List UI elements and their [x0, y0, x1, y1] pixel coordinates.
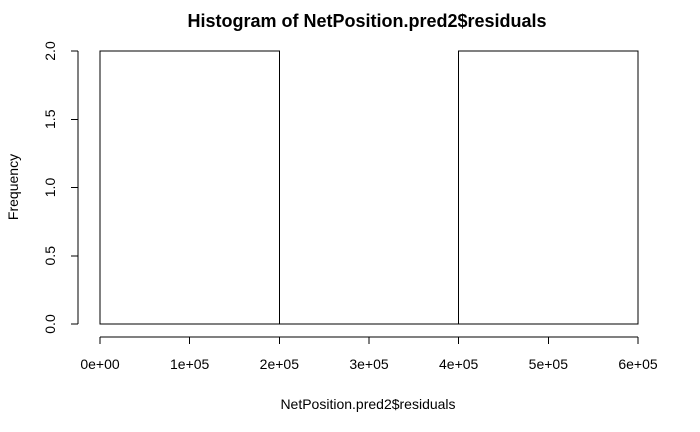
- x-tick-label: 0e+00: [80, 356, 120, 372]
- x-axis-label: NetPosition.pred2$residuals: [280, 396, 455, 412]
- x-axis: 0e+00 1e+05 2e+05 3e+05 4e+05 5e+05 6e+05: [80, 336, 658, 372]
- x-tick-label: 6e+05: [618, 356, 658, 372]
- histogram-bar: [458, 50, 639, 325]
- y-tick-label: 1.0: [42, 178, 58, 198]
- y-tick-label: 1.5: [42, 109, 58, 129]
- y-axis: 0.0 0.5 1.0 1.5 2.0: [42, 41, 79, 334]
- y-axis-label: Frequency: [5, 154, 21, 220]
- bars-group: [99, 50, 639, 325]
- y-tick-label: 0.0: [42, 314, 58, 334]
- x-tick-label: 1e+05: [170, 356, 210, 372]
- x-tick-label: 2e+05: [260, 356, 300, 372]
- y-tick-label: 0.5: [42, 246, 58, 266]
- chart-title: Histogram of NetPosition.pred2$residuals: [187, 11, 546, 31]
- x-tick-label: 3e+05: [349, 356, 389, 372]
- x-tick-label: 4e+05: [439, 356, 479, 372]
- y-tick-label: 2.0: [42, 41, 58, 61]
- histogram-bar: [99, 50, 280, 325]
- x-tick-label: 5e+05: [529, 356, 569, 372]
